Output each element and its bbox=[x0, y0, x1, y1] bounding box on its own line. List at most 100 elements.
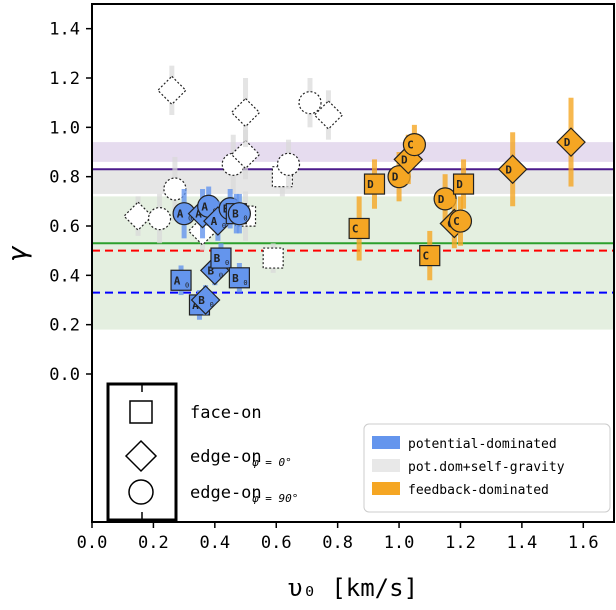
square-marker bbox=[452, 173, 475, 195]
circle-marker bbox=[298, 91, 322, 115]
y-tick-label: 1.4 bbox=[49, 20, 80, 40]
diamond-marker bbox=[556, 127, 586, 157]
color-legend-box bbox=[363, 423, 611, 513]
data-point-2 bbox=[156, 65, 187, 115]
circle-marker bbox=[147, 207, 172, 231]
legend-marker-label: face-on bbox=[190, 403, 262, 423]
point-label-subscript: 0 bbox=[225, 259, 229, 267]
legend-diamond-icon bbox=[124, 439, 158, 473]
x-tick-label: 0.4 bbox=[199, 533, 230, 553]
y-tick-label: 0.4 bbox=[49, 266, 80, 286]
legend-swatch bbox=[372, 459, 400, 472]
legend-color-label: feedback-dominated bbox=[408, 483, 549, 498]
y-tick-label: 0.8 bbox=[49, 168, 80, 188]
data-point-37: D bbox=[497, 132, 528, 207]
y-tick-label: 0.0 bbox=[49, 365, 80, 385]
x-tick-label: 1.6 bbox=[568, 533, 599, 553]
legend-marker-subscript: φ = 90° bbox=[252, 492, 298, 505]
x-tick-label: 1.2 bbox=[445, 533, 476, 553]
data-point-38: D bbox=[556, 97, 586, 187]
point-label: A bbox=[192, 299, 199, 312]
data-point-11 bbox=[276, 139, 301, 189]
point-label-subscript: 0 bbox=[188, 215, 192, 223]
data-point-28: D bbox=[363, 159, 386, 209]
legend-color-label: pot.dom+self-gravity bbox=[408, 460, 565, 475]
point-label: A bbox=[211, 215, 218, 228]
square-marker bbox=[170, 269, 192, 291]
point-label-subscript: 0 bbox=[243, 215, 247, 223]
diamond-marker bbox=[313, 100, 344, 130]
legend-color-label: potential-dominated bbox=[408, 437, 557, 452]
band-0 bbox=[92, 142, 614, 162]
point-label: D bbox=[438, 193, 445, 206]
point-label: B bbox=[198, 294, 205, 307]
point-label: C bbox=[422, 250, 429, 263]
point-label: C bbox=[352, 222, 359, 235]
plot-frame bbox=[91, 3, 615, 523]
point-label: C bbox=[453, 215, 460, 228]
data-point-6 bbox=[230, 129, 261, 180]
point-label: D bbox=[564, 136, 571, 149]
data-point-35: C bbox=[448, 196, 473, 246]
legend-marker-label: edge-on bbox=[190, 483, 262, 503]
legend-marker-subscript: φ = 0° bbox=[252, 456, 292, 469]
x-tick-label: 0.6 bbox=[261, 533, 292, 553]
x-tick-label: 0.2 bbox=[138, 533, 169, 553]
point-label: A bbox=[201, 200, 208, 213]
x-tick-label: 0.8 bbox=[322, 533, 353, 553]
diamond-marker bbox=[497, 154, 528, 185]
data-point-13 bbox=[313, 90, 344, 140]
data-point-12 bbox=[298, 78, 322, 128]
data-point-27: C bbox=[348, 196, 370, 261]
legend-circle-icon bbox=[128, 479, 154, 505]
point-label: B bbox=[214, 252, 221, 265]
point-label-subscript: 0 bbox=[243, 279, 247, 287]
x-tick-label: 1.4 bbox=[507, 533, 538, 553]
point-label: B bbox=[232, 208, 239, 221]
circle-marker bbox=[276, 152, 301, 176]
square-marker bbox=[363, 173, 386, 195]
x-tick-label: 1.0 bbox=[384, 533, 415, 553]
y-axis-label: γ bbox=[3, 245, 33, 261]
diamond-marker bbox=[230, 97, 261, 128]
y-tick-label: 0.2 bbox=[49, 316, 80, 336]
data-point-7 bbox=[230, 78, 261, 148]
square-marker bbox=[419, 245, 441, 267]
point-label: A bbox=[177, 208, 184, 221]
square-marker bbox=[210, 247, 232, 269]
legend-swatch bbox=[372, 482, 400, 495]
circle-marker bbox=[227, 202, 251, 226]
diamond-marker bbox=[156, 75, 187, 106]
data-point-0 bbox=[123, 196, 153, 236]
data-point-32: C bbox=[419, 230, 441, 281]
point-label: A bbox=[195, 208, 202, 221]
point-label: B bbox=[232, 272, 239, 285]
x-axis-label: υ₀ [km/s] bbox=[288, 574, 418, 602]
point-label: D bbox=[505, 163, 512, 176]
legend-marker-label: edge-on bbox=[190, 447, 262, 467]
point-label: D bbox=[401, 153, 408, 166]
square-marker bbox=[348, 217, 370, 240]
point-label: D bbox=[392, 171, 399, 184]
circle-marker bbox=[402, 133, 427, 157]
data-point-29: D bbox=[387, 152, 411, 202]
diamond-marker bbox=[230, 139, 261, 170]
y-tick-label: 0.6 bbox=[49, 217, 80, 237]
circle-marker bbox=[448, 209, 473, 233]
point-label: C bbox=[407, 139, 414, 152]
point-label-subscript: 0 bbox=[219, 271, 223, 279]
point-label: D bbox=[456, 178, 463, 191]
point-label: B bbox=[208, 264, 215, 277]
square-marker bbox=[228, 267, 250, 289]
legend-square-icon bbox=[129, 400, 153, 424]
legend-swatch bbox=[372, 436, 400, 449]
square-marker bbox=[262, 247, 284, 269]
